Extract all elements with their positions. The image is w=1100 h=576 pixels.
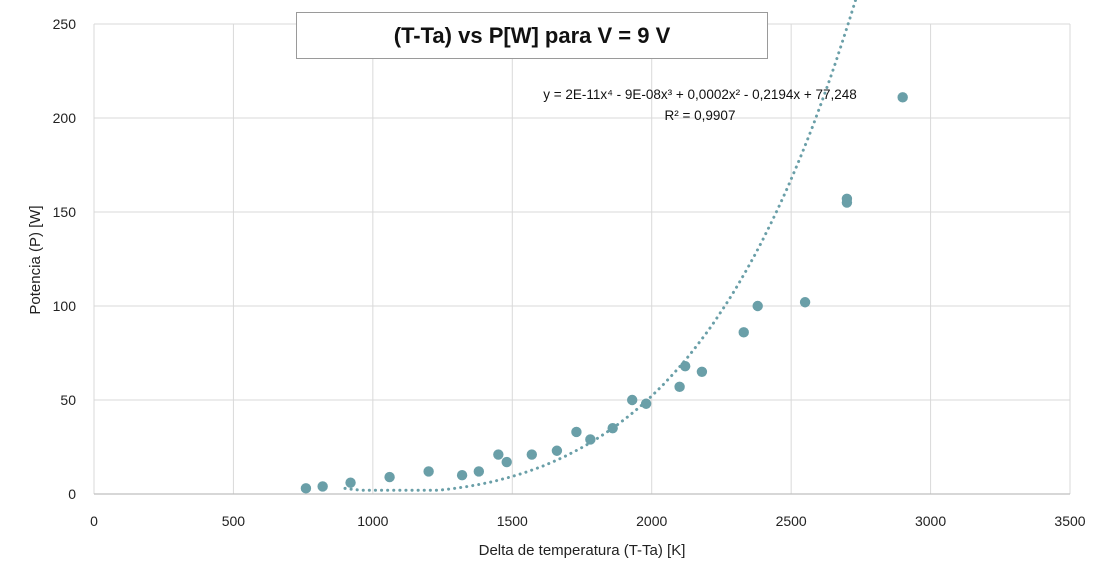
data-point [585,434,596,445]
y-tick-label: 250 [53,16,77,32]
data-point [738,327,749,338]
x-tick-label: 3000 [915,513,946,529]
data-point [423,466,434,477]
tick-labels: 0 500 1000 1500 2000 2500 3000 3500 0 50 100 150 200… [53,16,1086,529]
data-point [501,456,512,468]
data-point [456,470,468,481]
y-axis-title: Potencia (P) [W] [27,205,44,314]
x-tick-label: 1500 [497,513,528,529]
trendline-equation: y = 2E-11x⁴ - 9E-08x³ + 0,0002x² - 0,219… [543,87,857,102]
x-tick-label: 2000 [636,513,667,529]
data-point [526,449,538,460]
data-point [551,445,563,456]
x-tick-label: 500 [222,513,246,529]
y-tick-label: 200 [53,110,77,126]
data-point [696,366,708,377]
data-point [493,449,504,460]
data-point [626,394,638,406]
data-point [473,466,485,477]
trendline-equation-box: y = 2E-11x⁴ - 9E-08x³ + 0,0002x² - 0,219… [470,84,930,126]
data-point [345,477,356,488]
x-tick-label: 0 [90,513,98,529]
y-tick-label: 100 [53,298,77,314]
data-point [300,483,312,494]
data-point [897,92,908,103]
x-tick-label: 3500 [1054,513,1085,529]
data-point [317,481,328,492]
x-tick-label: 2500 [776,513,807,529]
trendline [343,0,858,492]
trendline-r-squared: R² = 0,9907 [664,108,736,123]
data-point [752,300,763,312]
data-point [841,197,853,208]
data-point [674,381,685,393]
x-tick-label: 1000 [357,513,388,529]
data-point [679,360,691,372]
y-tick-label: 150 [53,204,77,220]
data-point [607,423,618,434]
chart-title: (T-Ta) vs P[W] para V = 9 V [296,12,768,59]
x-axis-title: Delta de temperatura (T-Ta) [K] [479,542,686,559]
data-point [799,297,811,308]
y-tick-label: 50 [60,392,76,408]
data-point [640,398,652,409]
data-point [571,426,582,438]
y-tick-label: 0 [68,486,76,502]
trendline-curve [343,0,858,492]
data-points [300,92,908,494]
data-point [384,471,395,483]
